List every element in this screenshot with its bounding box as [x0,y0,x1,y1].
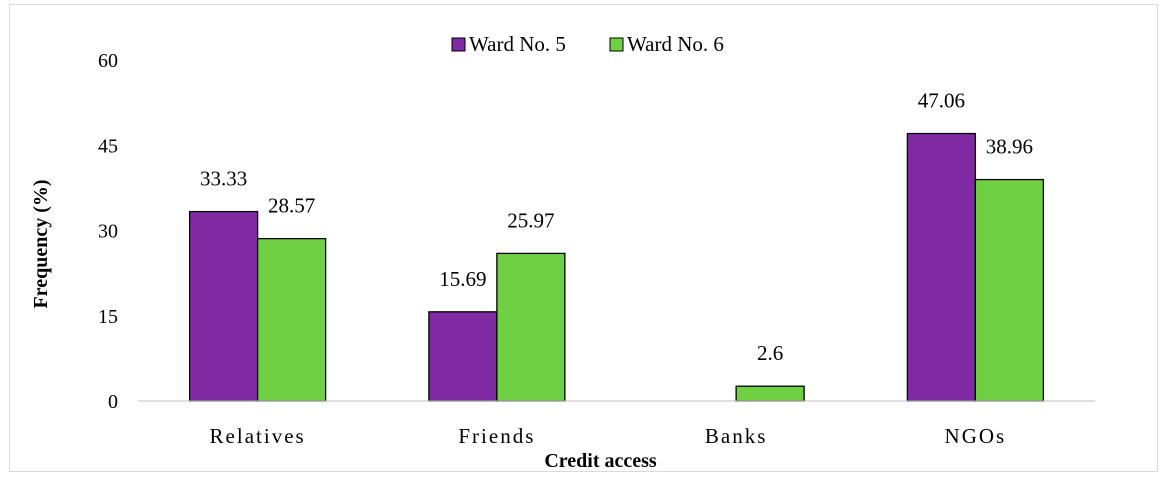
x-axis-title: Credit access [544,450,657,472]
bar-friends-series-1 [428,311,498,402]
legend: Ward No. 5 Ward No. 6 [451,32,724,56]
x-axis-categories: Relatives Friends Banks NGOs [210,424,1007,448]
data-label: 28.57 [268,194,315,218]
data-labels: 33.33 28.57 15.69 25.97 2.6 47.06 38.96 [200,89,1033,366]
y-tick-label: 45 [98,135,118,157]
y-axis-ticks: 0 15 30 45 60 [98,50,118,413]
bar-relatives-series-2 [256,237,327,402]
category-label-banks: Banks [705,424,768,448]
bar-relatives-series-1 [188,210,259,402]
data-label: 15.69 [439,267,486,291]
y-axis-title: Frequency (%) [30,179,52,308]
bar-friends-series-2 [496,252,566,402]
y-tick-label: 0 [108,391,118,413]
category-label-relatives: Relatives [210,424,306,448]
bar-ngos-series-1 [906,132,977,402]
y-tick-label: 30 [98,221,118,243]
legend-swatch-series-2 [609,37,624,52]
bar-banks-series-2 [735,385,805,402]
bars [188,132,1045,402]
legend-label-series-1: Ward No. 5 [469,32,566,56]
data-label: 25.97 [507,208,554,232]
category-label-friends: Friends [458,424,535,448]
data-label: 47.06 [918,89,965,113]
y-tick-label: 60 [98,50,118,72]
data-label: 33.33 [200,167,247,191]
category-label-ngos: NGOs [945,424,1007,448]
bar-ngos-series-2 [974,178,1045,402]
y-tick-label: 15 [98,306,118,328]
legend-label-series-2: Ward No. 6 [627,32,724,56]
data-label: 2.6 [757,341,783,365]
data-label: 38.96 [986,135,1033,159]
legend-swatch-series-1 [451,37,466,52]
